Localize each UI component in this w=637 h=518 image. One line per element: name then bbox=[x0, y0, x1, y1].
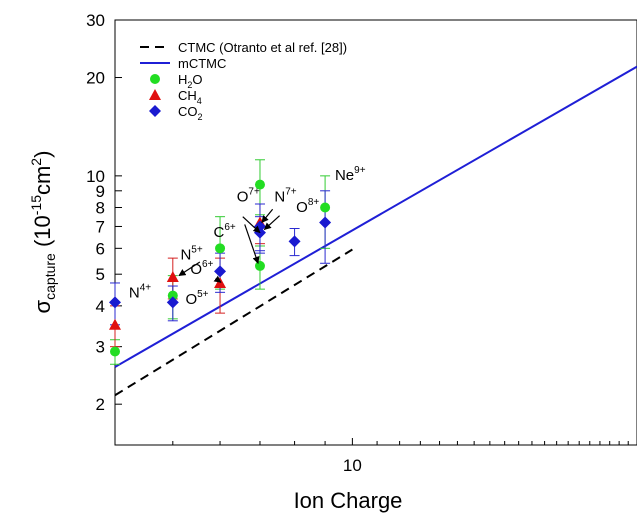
ion-label: N5+ bbox=[180, 244, 202, 263]
ch4-marker bbox=[109, 318, 121, 330]
legend-label: mCTMC bbox=[178, 56, 226, 71]
ch4-marker bbox=[166, 271, 179, 283]
co2-marker bbox=[319, 216, 332, 229]
ion-label: N7+ bbox=[274, 186, 296, 205]
y-tick-label: 3 bbox=[96, 338, 105, 357]
y-tick-label: 10 bbox=[86, 167, 105, 186]
h2o-marker bbox=[215, 243, 226, 254]
arrow bbox=[213, 275, 222, 283]
ion-label: N4+ bbox=[129, 282, 151, 301]
co2-marker bbox=[166, 296, 179, 309]
arrow bbox=[263, 215, 280, 231]
y-tick-label: 6 bbox=[96, 239, 105, 258]
data-markers bbox=[109, 179, 332, 357]
ctmc-line bbox=[114, 248, 353, 397]
ion-labels: N4+ O5+ N5+O6+C6+O7+ N7+O8+ Ne9+ bbox=[129, 165, 366, 308]
plot-frame bbox=[114, 19, 637, 446]
arrow bbox=[261, 208, 274, 224]
annotation-arrows bbox=[178, 208, 280, 283]
h2o-marker bbox=[254, 260, 265, 271]
ch4-marker bbox=[149, 89, 161, 100]
arrow bbox=[178, 261, 201, 277]
co2-marker bbox=[109, 296, 121, 309]
co2-marker bbox=[214, 265, 227, 278]
legend-label: CO2 bbox=[178, 104, 203, 122]
h2o-marker bbox=[254, 179, 265, 190]
h2o-marker bbox=[110, 346, 120, 357]
legend-label: H2O bbox=[178, 72, 203, 90]
y-axis-label: σcapture (10-15cm2) bbox=[28, 151, 58, 314]
arrow bbox=[244, 224, 260, 264]
y-tick-label: 5 bbox=[96, 265, 105, 284]
y-tick-label: 9 bbox=[96, 182, 105, 201]
y-tick-label: 4 bbox=[96, 297, 105, 316]
y-tick-label: 7 bbox=[96, 217, 105, 236]
h2o-marker bbox=[150, 74, 160, 84]
ion-label: C6+ bbox=[213, 222, 235, 241]
ion-label: O8+ bbox=[296, 197, 319, 216]
y-tick-label: 20 bbox=[86, 69, 105, 88]
x-axis-label: Ion Charge bbox=[294, 488, 403, 513]
ion-label: O5+ bbox=[185, 289, 208, 308]
legend: CTMC (Otranto et al ref. [28])mCTMCH2OCH… bbox=[140, 40, 347, 122]
ion-label: O6+ bbox=[190, 259, 213, 278]
mctmc-line bbox=[114, 65, 637, 368]
legend-label: CH4 bbox=[178, 88, 202, 106]
y-tick-label: 2 bbox=[96, 395, 105, 414]
h2o-marker bbox=[320, 202, 331, 213]
arrow bbox=[242, 216, 261, 234]
ion-label: O7+ bbox=[237, 186, 260, 205]
x-tick-label: 10 bbox=[343, 456, 362, 475]
co2-marker bbox=[149, 105, 161, 117]
h2o-marker bbox=[167, 290, 178, 301]
co2-marker bbox=[253, 220, 266, 233]
co2-marker bbox=[288, 235, 301, 248]
y-tick-label: 8 bbox=[96, 199, 105, 218]
y-tick-label: 30 bbox=[86, 11, 105, 30]
ion-label: Ne9+ bbox=[335, 165, 366, 184]
legend-label: CTMC (Otranto et al ref. [28]) bbox=[178, 40, 347, 55]
model-lines bbox=[114, 65, 637, 397]
